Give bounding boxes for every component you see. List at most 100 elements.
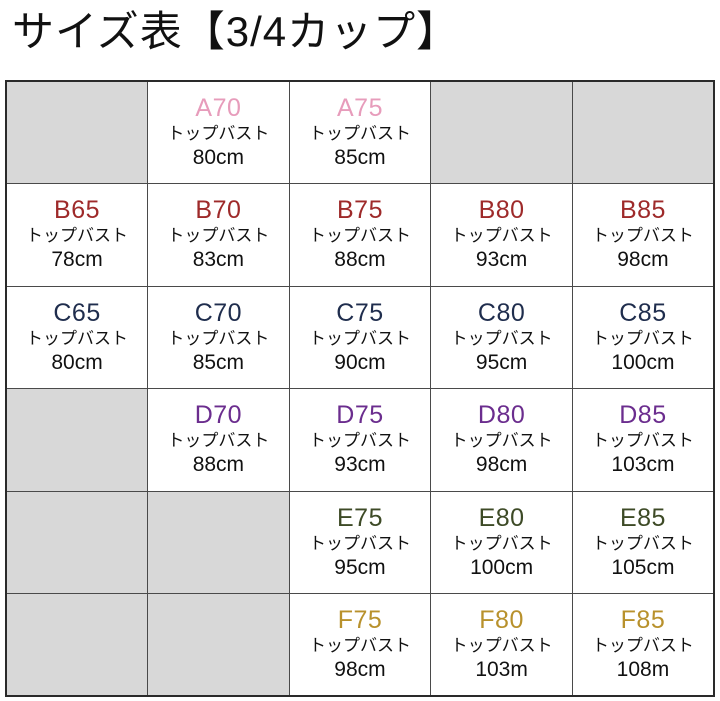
bust-value: 95cm: [475, 350, 528, 374]
table-row: C65 トップバスト 80cm C70 トップバスト 85cm C75 トップバスト 90cm C…: [5, 285, 715, 389]
size-cell[interactable]: C75 トップバスト 90cm: [288, 285, 432, 389]
size-cell-content: B70 トップバスト 83cm: [148, 193, 289, 276]
bust-label: トップバスト: [591, 533, 694, 553]
size-cell-content: F85 トップバスト 108m: [573, 603, 713, 686]
empty-cell: [147, 490, 290, 594]
bust-value: 95cm: [334, 555, 386, 579]
size-code: B65: [54, 196, 101, 225]
size-code: C65: [53, 298, 101, 327]
size-code: B80: [478, 196, 525, 225]
size-code: D70: [194, 401, 243, 430]
size-cell[interactable]: D85 トップバスト 103cm: [571, 388, 715, 492]
size-cell[interactable]: C85 トップバスト 100cm: [571, 285, 715, 389]
bust-label: トップバスト: [450, 431, 553, 451]
size-cell-content: C85 トップバスト 100cm: [573, 296, 713, 379]
bust-value: 85cm: [192, 350, 245, 374]
bust-label: トップバスト: [308, 431, 411, 451]
size-code: D80: [477, 401, 526, 430]
size-code: F75: [337, 606, 383, 634]
bust-label: トップバスト: [450, 226, 553, 246]
size-cell-content: B75 トップバスト 88cm: [290, 193, 431, 276]
size-cell[interactable]: A75 トップバスト 85cm: [288, 80, 432, 184]
bust-label: トップバスト: [308, 226, 411, 246]
table-row: E75 トップバスト 95cm E80 トップバスト 100cm E85 トップバスト 105c…: [5, 490, 715, 594]
size-cell-content: C75 トップバスト 90cm: [290, 296, 431, 379]
empty-cell: [5, 388, 149, 492]
bust-value: 100cm: [611, 350, 675, 374]
page-title: サイズ表【3/4カップ】: [12, 8, 460, 55]
bust-value: 80cm: [192, 146, 245, 169]
size-cell[interactable]: F85 トップバスト 108m: [571, 593, 715, 697]
empty-cell: [5, 80, 149, 184]
size-code: D75: [336, 401, 384, 430]
size-cell-content: D80 トップバスト 98cm: [431, 398, 572, 481]
table-row: F75 トップバスト 98cm F80 トップバスト 103m F85 トップバスト 108m: [5, 593, 715, 697]
size-cell-content: D70 トップバスト 88cm: [148, 398, 289, 481]
bust-label: トップバスト: [591, 226, 694, 246]
size-cell-content: A75 トップバスト 85cm: [290, 91, 431, 174]
size-cell[interactable]: F75 トップバスト 98cm: [288, 593, 432, 697]
empty-cell: [147, 593, 290, 697]
table-row: B65 トップバスト 78cm B70 トップバスト 83cm B75 トップバスト 88cm B…: [5, 183, 715, 287]
bust-label: トップバスト: [308, 636, 411, 655]
size-code: E75: [336, 503, 383, 532]
size-cell[interactable]: B75 トップバスト 88cm: [288, 183, 432, 287]
size-cell[interactable]: F80 トップバスト 103m: [430, 593, 573, 697]
size-cell[interactable]: A70 トップバスト 80cm: [147, 80, 290, 184]
size-code: F85: [620, 606, 666, 634]
bust-value: 98cm: [334, 658, 386, 681]
size-cell-content: D85 トップバスト 103cm: [573, 398, 713, 481]
size-cell[interactable]: C80 トップバスト 95cm: [430, 285, 573, 389]
bust-label: トップバスト: [591, 431, 694, 451]
size-cell-content: E75 トップバスト 95cm: [290, 501, 431, 584]
bust-value: 88cm: [192, 453, 245, 477]
size-cell[interactable]: C70 トップバスト 85cm: [147, 285, 290, 389]
size-cell[interactable]: E85 トップバスト 105cm: [571, 490, 715, 594]
size-code: A75: [336, 94, 383, 122]
bust-value: 93cm: [475, 248, 528, 272]
empty-cell: [430, 80, 573, 184]
size-cell-content: F75 トップバスト 98cm: [290, 603, 431, 686]
size-cell-content: B65 トップバスト 78cm: [7, 193, 147, 276]
size-cell-content: C70 トップバスト 85cm: [148, 296, 289, 379]
size-cell-content: F80 トップバスト 103m: [431, 603, 572, 686]
bust-label: トップバスト: [591, 328, 694, 348]
bust-value: 98cm: [617, 248, 669, 272]
bust-label: トップバスト: [450, 636, 553, 655]
bust-label: トップバスト: [167, 124, 270, 143]
size-cell[interactable]: E75 トップバスト 95cm: [288, 490, 432, 594]
bust-value: 85cm: [334, 146, 386, 169]
size-cell[interactable]: E80 トップバスト 100cm: [430, 490, 573, 594]
size-table: A70 トップバスト 80cm A75 トップバスト 85cm B65 トップバスト 78cm B…: [5, 80, 715, 697]
table-row: A70 トップバスト 80cm A75 トップバスト 85cm: [5, 80, 715, 184]
size-cell[interactable]: D80 トップバスト 98cm: [430, 388, 573, 492]
size-cell-content: C80 トップバスト 95cm: [431, 296, 572, 379]
bust-label: トップバスト: [308, 124, 411, 143]
size-code: B85: [619, 196, 666, 225]
empty-cell: [5, 593, 149, 697]
size-cell[interactable]: B65 トップバスト 78cm: [5, 183, 149, 287]
bust-label: トップバスト: [450, 533, 553, 553]
bust-value: 83cm: [192, 248, 245, 272]
size-cell[interactable]: B85 トップバスト 98cm: [571, 183, 715, 287]
size-cell-content: D75 トップバスト 93cm: [290, 398, 431, 481]
table-row: D70 トップバスト 88cm D75 トップバスト 93cm D80 トップバスト 98cm D…: [5, 388, 715, 492]
empty-cell: [571, 80, 715, 184]
size-code: C85: [619, 298, 667, 327]
size-code: E80: [478, 503, 525, 532]
bust-value: 103cm: [611, 453, 675, 477]
bust-value: 103m: [475, 658, 528, 681]
size-cell-content: B80 トップバスト 93cm: [431, 193, 572, 276]
size-cell[interactable]: D75 トップバスト 93cm: [288, 388, 432, 492]
bust-label: トップバスト: [167, 226, 270, 246]
bust-value: 80cm: [51, 350, 103, 374]
size-cell[interactable]: B70 トップバスト 83cm: [147, 183, 290, 287]
size-cell[interactable]: C65 トップバスト 80cm: [5, 285, 149, 389]
size-cell[interactable]: B80 トップバスト 93cm: [430, 183, 573, 287]
size-cell-content: E80 トップバスト 100cm: [431, 501, 572, 584]
size-code: B75: [336, 196, 383, 225]
bust-value: 93cm: [334, 453, 386, 477]
size-cell[interactable]: D70 トップバスト 88cm: [147, 388, 290, 492]
bust-label: トップバスト: [450, 328, 553, 348]
